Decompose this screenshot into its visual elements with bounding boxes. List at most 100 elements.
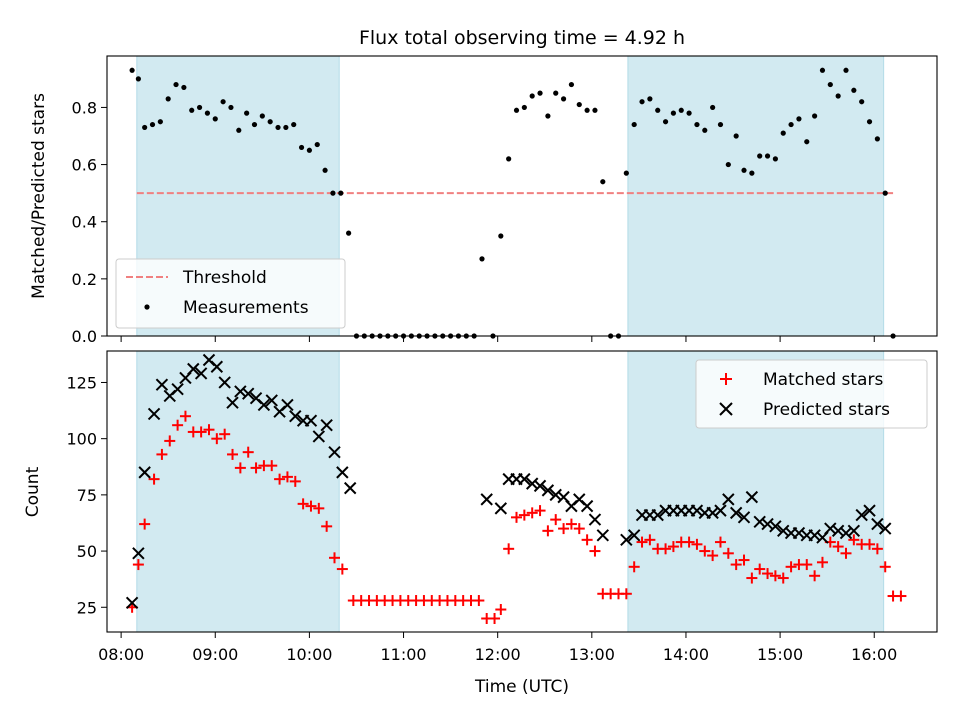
x-b — [132, 547, 145, 560]
x-b — [171, 383, 184, 396]
measurement-point — [322, 167, 328, 173]
y-tick-label: 25 — [77, 598, 97, 617]
measurement-point — [804, 139, 810, 145]
x-b — [847, 524, 861, 538]
x-b — [777, 524, 790, 538]
top-legend: Threshold Measurements — [115, 258, 346, 329]
measurement-point — [283, 124, 289, 131]
predicted-star-point — [824, 522, 837, 535]
predicted-star-point — [265, 394, 278, 407]
predicted-star-point — [194, 367, 208, 380]
measurement-point — [149, 121, 156, 128]
measurement-point — [827, 81, 833, 88]
predicted-star-point — [234, 385, 247, 398]
y-tick-label: 75 — [77, 486, 97, 505]
x-b — [289, 409, 302, 423]
predicted-star-point — [281, 398, 294, 412]
x-tick-label: 09:00 — [192, 645, 238, 664]
predicted-star-point — [777, 524, 790, 538]
matched-star-point — [336, 563, 348, 575]
matched-star-point — [738, 554, 750, 566]
predicted-star-point — [737, 511, 751, 524]
predicted-star-point — [627, 529, 641, 542]
x-b — [690, 504, 704, 517]
x-b — [226, 396, 239, 409]
measurement-point — [851, 87, 857, 93]
matched-star-point — [848, 534, 860, 546]
matched-star-point — [691, 538, 703, 550]
y-tick-label: 100 — [66, 430, 97, 449]
measurement-point — [725, 161, 731, 168]
x-b — [265, 394, 278, 407]
predicted-star-point — [879, 522, 892, 535]
predicted-star-point — [138, 466, 151, 479]
x-b — [651, 508, 664, 522]
x-b — [480, 493, 493, 506]
x-b — [194, 367, 208, 380]
shaded-interval — [627, 55, 885, 337]
predicted-star-point — [541, 484, 555, 497]
predicted-star-points — [125, 353, 892, 609]
x-tick-label: 13:00 — [569, 645, 615, 664]
measurement-point — [764, 153, 771, 159]
measurement-point — [135, 76, 141, 82]
matched-star-point — [683, 536, 695, 548]
matched-star-point — [313, 502, 325, 514]
matched-star-point — [636, 536, 648, 548]
matched-star-point — [809, 570, 821, 582]
matched-star-point — [164, 435, 176, 447]
x-tick-label: 08:00 — [98, 645, 144, 664]
matched-star-point — [242, 446, 254, 458]
measurement-point — [717, 121, 724, 128]
measurement-point — [251, 121, 258, 128]
measurement-point — [631, 121, 637, 128]
x-b — [879, 522, 892, 535]
measurement-point — [545, 113, 551, 119]
legend-predicted-label: Predicted stars — [763, 400, 890, 420]
x-b — [722, 493, 735, 506]
measurement-point — [859, 99, 865, 105]
measurement-point — [882, 190, 888, 196]
matched-star-point — [699, 545, 711, 557]
measurement-point — [521, 104, 527, 111]
x-b — [714, 504, 727, 517]
matched-star-point — [139, 518, 151, 530]
matched-star-point — [489, 613, 501, 625]
matched-star-point — [667, 541, 679, 553]
x-b — [792, 526, 806, 540]
matched-star-point — [620, 588, 632, 600]
x-b — [557, 490, 570, 504]
measurement-point — [780, 130, 786, 136]
predicted-star-point — [525, 477, 539, 490]
predicted-star-point — [257, 398, 271, 412]
measurement-point — [592, 107, 598, 113]
predicted-star-point — [863, 504, 876, 517]
matched-star-point — [714, 536, 726, 548]
x-axis-label: Time (UTC) — [474, 677, 569, 697]
measurement-point — [228, 104, 234, 111]
top-axes-frame — [106, 55, 938, 337]
measurement-point — [173, 81, 179, 88]
matched-star-point — [234, 462, 246, 474]
x-b — [588, 513, 602, 526]
legend-matched-label: Matched stars — [763, 370, 883, 390]
x-b — [234, 385, 247, 398]
measurement-point — [702, 127, 708, 133]
matched-star-point — [534, 505, 546, 517]
predicted-star-point — [580, 499, 594, 513]
x-b — [249, 392, 263, 405]
measurement-point — [306, 147, 313, 153]
chart-title: Flux total observing time = 4.92 h — [359, 27, 685, 49]
matched-star-point — [581, 534, 593, 546]
measurement-point — [796, 116, 802, 122]
measurement-point — [181, 84, 187, 91]
legend-threshold-label: Threshold — [182, 268, 267, 288]
measurement-point — [670, 110, 677, 116]
measurement-point — [749, 170, 755, 176]
matched-star-point — [840, 547, 852, 559]
measurement-point — [165, 96, 171, 102]
matched-star-point — [495, 604, 507, 616]
matched-star-point — [219, 428, 231, 440]
measurement-point — [576, 101, 582, 108]
